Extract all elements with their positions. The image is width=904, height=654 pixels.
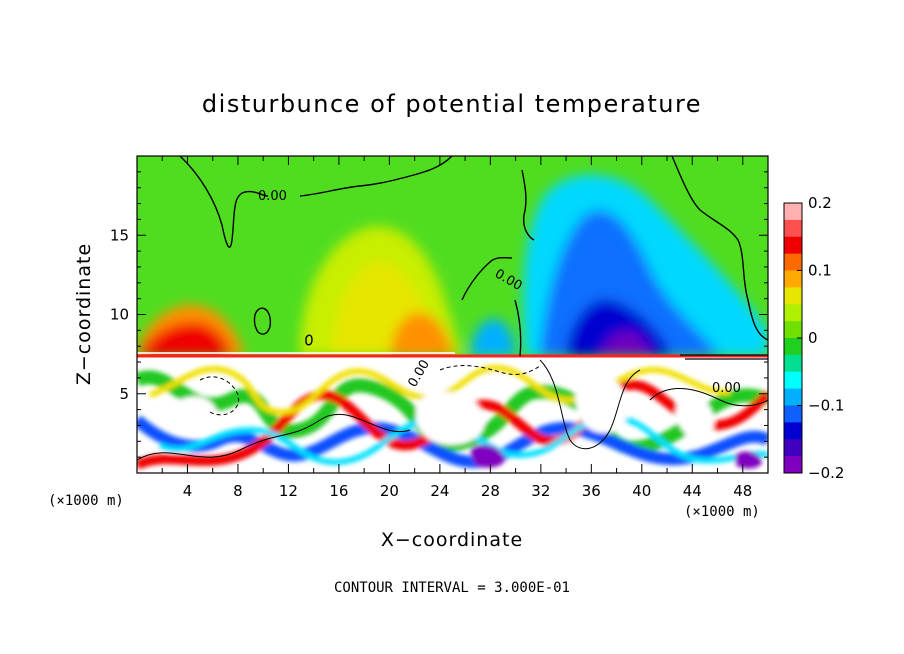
colorbar-swatch <box>784 422 802 440</box>
contour-small-loop-2 <box>305 334 313 346</box>
colorbar-swatch <box>784 388 802 406</box>
x-tick-label: 40 <box>632 482 651 500</box>
y-tick-label: 5 <box>119 385 129 403</box>
chart-title: disturbunce of potential temperature <box>202 90 702 118</box>
y-tick-label: 10 <box>110 306 129 324</box>
contour-label-lower-right: 0.00 <box>712 381 741 396</box>
x-tick-label: 12 <box>279 482 298 500</box>
y-tick-label: 15 <box>110 226 129 244</box>
lower-turbulent-field <box>137 364 768 470</box>
contour-interval-footer: CONTOUR INTERVAL = 3.000E-01 <box>334 580 570 596</box>
contour-zero-right <box>521 156 768 341</box>
colorbar-label: 0 <box>808 329 818 347</box>
colorbar-swatch <box>784 405 802 423</box>
x-tick-label: 48 <box>733 482 752 500</box>
white-patch-3 <box>177 396 219 433</box>
colorbar-swatch <box>784 338 802 356</box>
x-tick-label: 24 <box>430 482 449 500</box>
x-tick-label: 8 <box>233 482 243 500</box>
x-tick-label: 4 <box>183 482 193 500</box>
x-tick-label: 32 <box>531 482 550 500</box>
contour-interface-right <box>680 354 768 360</box>
colorbar-swatch <box>784 439 802 457</box>
cool-purple-core <box>600 331 652 356</box>
colorbar-labels: 0.2 0.1 0 −0.1 −0.2 <box>808 194 844 482</box>
y-tick-labels: 5 10 15 <box>110 226 129 403</box>
contour-lower-3 <box>649 387 768 407</box>
colorbar-swatch <box>784 287 802 305</box>
colorbar-label: 0.1 <box>808 262 832 280</box>
colorbar-swatch <box>784 456 802 474</box>
warm-left-red <box>137 322 232 356</box>
colorbar-swatch <box>784 321 802 339</box>
colorbar <box>783 202 803 474</box>
colorbar-label: 0.2 <box>808 194 832 212</box>
y-axis-title: Z−coordinate <box>73 243 95 385</box>
colorbar-swatch <box>784 304 802 322</box>
colorbar-swatch <box>784 371 802 390</box>
cool-deep-blue <box>565 299 672 356</box>
purple-patch-2 <box>735 451 762 469</box>
colorbar-swatch <box>784 219 802 238</box>
contour-small-loop-1 <box>253 307 272 335</box>
colorbar-label: −0.1 <box>808 397 844 415</box>
colorbar-swatch <box>784 203 802 221</box>
colorbar-swatch <box>784 270 802 288</box>
cool-mid-patch <box>470 319 516 356</box>
x-tick-label: 44 <box>683 482 702 500</box>
x-unit-label-right: (×1000 m) <box>684 504 760 520</box>
upper-field <box>137 174 768 356</box>
warm-orange-core <box>390 312 455 356</box>
colorbar-label: −0.2 <box>808 464 844 482</box>
y-tick-marks <box>137 171 768 458</box>
heatmap-field: 0.00 0.00 0.00 0.00 <box>137 156 768 473</box>
colorbar-swatch <box>784 236 802 255</box>
contour-label-top: 0.00 <box>258 189 287 204</box>
contour-zero-left <box>179 156 453 248</box>
contour-lower-dashed <box>439 365 541 375</box>
x-tick-label: 28 <box>481 482 500 500</box>
white-patch-1 <box>415 392 486 445</box>
x-tick-label: 20 <box>380 482 399 500</box>
x-tick-labels: 4 8 12 16 20 24 28 32 36 40 44 48 <box>183 482 753 500</box>
x-tick-label: 16 <box>329 482 348 500</box>
contour-lower-1 <box>137 413 411 461</box>
x-unit-label-left: (×1000 m) <box>48 493 124 509</box>
colorbar-swatch <box>784 354 802 373</box>
x-axis-title: X−coordinate <box>381 529 523 551</box>
contour-lower-2 <box>539 359 641 450</box>
white-patch-2 <box>575 375 629 434</box>
x-tick-label: 36 <box>582 482 601 500</box>
contour-zero-middle <box>461 256 522 357</box>
white-patch-4 <box>675 396 715 440</box>
purple-patch-1 <box>470 444 505 468</box>
colorbar-swatch <box>784 253 802 271</box>
x-tick-marks <box>161 156 744 473</box>
red-ribbon <box>137 379 768 470</box>
contour-lines <box>137 156 768 461</box>
blue-ribbon <box>137 415 768 468</box>
